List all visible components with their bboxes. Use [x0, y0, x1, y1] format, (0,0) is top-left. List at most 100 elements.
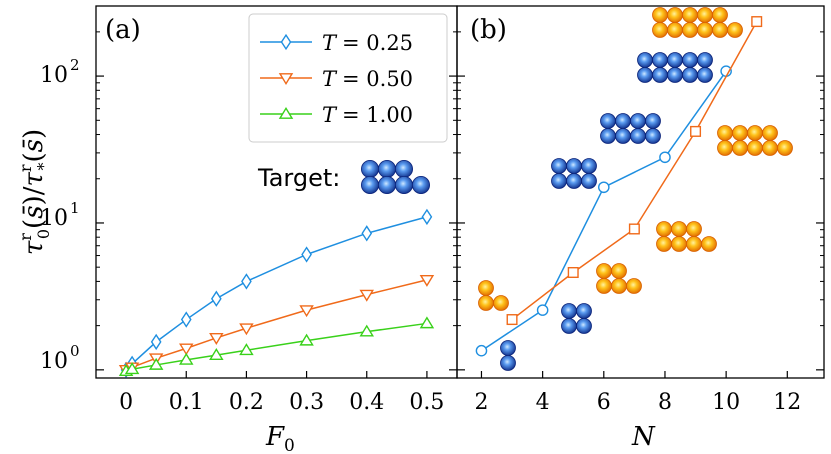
panel-a-series	[118, 208, 435, 379]
cluster-n6-ball-0-2	[581, 158, 597, 174]
cluster-n3-ball-1-0	[478, 295, 494, 311]
cluster-n9-ball-0-1	[732, 125, 748, 141]
cluster-n5-ball-0-0	[596, 263, 612, 279]
panel-b-xtick-label-1: 4	[536, 390, 550, 415]
series-b-1-point-0	[506, 314, 518, 326]
cluster-n11-ball-1-1	[667, 22, 683, 38]
panel-b-frame	[456, 5, 825, 379]
y-tick-label-1: 10	[40, 206, 68, 231]
cluster-n8-ball-0-1	[615, 113, 631, 129]
target-label: Target:	[257, 164, 340, 192]
series-a-1-point-7	[359, 289, 374, 302]
panel-a-xtick-label-5: 0.5	[409, 390, 444, 415]
cluster-n9-ball-0-0	[717, 125, 733, 141]
panel-b-xtick-label-4: 10	[712, 390, 740, 415]
series-a-2-point-8	[419, 316, 435, 329]
cluster-n9-ball-1-2	[747, 140, 763, 156]
cluster-n9	[717, 125, 793, 156]
cluster-n6-ball-1-0	[551, 173, 567, 189]
cluster-n11-ball-1-3	[697, 22, 713, 38]
cluster-n4-ball-0-1	[576, 303, 592, 319]
target-cluster-ball-1-0	[360, 175, 379, 194]
cluster-n11-ball-1-4	[712, 22, 728, 38]
series-a-0-point-8	[421, 208, 433, 226]
series-a-line-0	[125, 216, 428, 371]
series-a-1-point-5	[239, 323, 254, 336]
cluster-n5-ball-0-1	[611, 263, 627, 279]
series-b-1-point-1	[567, 266, 579, 278]
cluster-n10-ball-0-2	[667, 52, 683, 68]
legend-marker-1	[278, 73, 294, 86]
series-a-0-point-5	[241, 273, 252, 290]
panel-b-ticks: 2 4 6 8 10 12	[457, 5, 824, 415]
cluster-n7-ball-1-1	[671, 236, 687, 252]
series-b-0-point-2	[598, 181, 610, 194]
cluster-n2-ball-1-0	[500, 355, 516, 371]
panel-b-series	[475, 16, 763, 357]
y-tick-exp-1: 1	[70, 199, 80, 217]
series-b-0-point-3	[659, 151, 671, 164]
cluster-n8-ball-1-2	[630, 128, 646, 144]
cluster-n9-ball-1-1	[732, 140, 748, 156]
series-b-1-point-2	[628, 223, 640, 235]
cluster-n8-ball-0-3	[645, 113, 661, 129]
series-a-line-1	[125, 279, 428, 371]
cluster-n11-ball-0-2	[682, 7, 698, 23]
series-a-1-point-3	[179, 343, 194, 356]
panel-a-xtick-label-0: 0	[119, 390, 133, 415]
series-a-2-point-2	[148, 357, 164, 370]
cluster-n9-ball-1-3	[762, 140, 778, 156]
cluster-n7-ball-0-1	[671, 221, 687, 237]
y-tick-exp-0: 0	[70, 342, 80, 360]
series-a-0-point-3	[180, 311, 192, 328]
cluster-n10-ball-1-1	[652, 67, 668, 83]
x-axis-label-b: N	[631, 422, 656, 452]
cluster-n11-ball-1-5	[727, 22, 743, 38]
panel-b-xtick-label-3: 8	[658, 390, 672, 415]
panel-a-label: (a)	[105, 15, 141, 45]
legend-marker-2	[278, 106, 294, 119]
legend-label-t100: T = 1.00	[322, 103, 413, 127]
cluster-n8-ball-0-0	[600, 113, 616, 129]
series-a-2-point-1	[124, 362, 140, 375]
series-a-2-point-4	[209, 348, 224, 361]
panel-b-label: (b)	[470, 15, 507, 45]
cluster-n8-ball-0-2	[630, 113, 646, 129]
cluster-n11-ball-1-2	[682, 22, 698, 38]
cluster-n5	[596, 263, 642, 294]
cluster-n11-ball-0-1	[667, 7, 683, 23]
target-cluster-ball-1-3	[411, 175, 430, 194]
series-a-1-point-6	[299, 305, 314, 318]
legend-box	[248, 13, 448, 143]
target-cluster-ball-0-2	[394, 159, 413, 178]
cluster-n10-ball-0-1	[652, 52, 668, 68]
cluster-n6-ball-0-1	[566, 158, 582, 174]
cluster-n10-ball-0-0	[637, 52, 653, 68]
target-cluster-ball-1-2	[394, 175, 413, 194]
cluster-n2-ball-0-0	[500, 340, 516, 356]
cluster-n10-ball-1-4	[697, 67, 713, 83]
y-tick-exp-2: 2	[70, 56, 80, 74]
panel-b-xtick-label-5: 12	[773, 390, 801, 415]
cluster-n10-ball-0-3	[682, 52, 698, 68]
cluster-n10	[637, 52, 713, 83]
cluster-n4-ball-1-1	[576, 318, 592, 334]
panel-a-ticks: 0 0.1 0.2 0.3 0.4 0.5	[96, 5, 457, 415]
cluster-n4-ball-1-0	[561, 318, 577, 334]
cluster-n11-ball-1-0	[652, 22, 668, 38]
cluster-n11-ball-0-3	[697, 7, 713, 23]
cluster-n6-ball-0-0	[551, 158, 567, 174]
series-a-0-point-7	[361, 225, 373, 242]
series-b-1-point-4	[751, 16, 763, 28]
cluster-n10-ball-0-4	[697, 52, 713, 68]
series-a-2-point-5	[239, 343, 254, 356]
cluster-n8	[600, 113, 661, 144]
series-a-2-point-7	[359, 324, 374, 337]
target-cluster	[360, 159, 430, 194]
cluster-n7-ball-0-2	[686, 221, 702, 237]
cluster-n8-ball-1-0	[600, 128, 616, 144]
cluster-n7-ball-1-0	[656, 236, 672, 252]
y-axis-label: τr0(s̄)/τr*(s̄)	[16, 129, 53, 255]
cluster-n7-ball-1-3	[701, 236, 717, 252]
